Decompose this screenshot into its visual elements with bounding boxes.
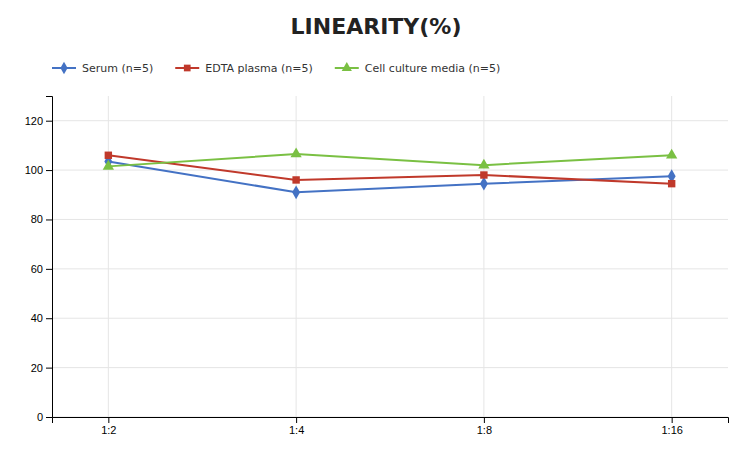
x-tick-mark xyxy=(484,417,485,423)
y-tick: 60 xyxy=(31,263,52,275)
x-grid-line xyxy=(671,96,672,417)
y-grid-line xyxy=(52,120,728,121)
y-tick: 0 xyxy=(37,411,52,423)
y-tick-mark xyxy=(46,219,52,220)
x-axis: 1:2 1:4 1:8 1:16 xyxy=(53,417,729,436)
y-tick-mark xyxy=(46,170,52,171)
plot: 0 20 40 60 80 100 120 1:2 1:4 1:8 1:16 xyxy=(25,96,729,436)
x-tick: 1:4 xyxy=(289,417,304,436)
series-point xyxy=(480,171,487,178)
y-axis-line xyxy=(46,97,53,418)
series-point xyxy=(666,149,677,159)
legend-label: Serum (n=5) xyxy=(82,62,153,75)
y-axis: 0 20 40 60 80 100 120 xyxy=(25,97,53,424)
title: LINEARITY(%) xyxy=(291,14,462,39)
marks xyxy=(103,148,678,200)
y-tick-mark xyxy=(46,417,52,418)
x-tick-mark xyxy=(108,417,109,423)
series xyxy=(104,155,675,200)
legend-item: Cell culture media (n=5) xyxy=(335,62,501,75)
legend-swatch-marker xyxy=(60,62,67,74)
y-grid-line xyxy=(52,367,728,368)
x-axis-line xyxy=(53,418,729,424)
x-tick: 1:2 xyxy=(101,417,116,436)
legend-label: EDTA plasma (n=5) xyxy=(205,62,313,75)
series-point xyxy=(290,148,301,158)
chart: LINEARITY(%) 0 20 40 60 80 100 120 1:2 1:4 1:8 1:16… xyxy=(0,0,752,451)
legend-swatch-marker xyxy=(342,62,352,71)
series-point xyxy=(292,185,300,199)
legend: Serum (n=5) EDTA plasma (n=5) Cell culture… xyxy=(52,62,500,75)
y-tick: 120 xyxy=(25,115,52,127)
y-tick-mark xyxy=(46,318,52,319)
y-tick-mark xyxy=(46,121,52,122)
x-tick-mark xyxy=(672,417,673,423)
x-tick: 1:16 xyxy=(661,417,682,436)
x-grid-line xyxy=(296,96,297,417)
y-tick-label: 20 xyxy=(31,362,43,374)
series-point xyxy=(292,176,299,183)
y-tick: 20 xyxy=(31,362,52,374)
series-point xyxy=(478,159,489,169)
x-tick-mark xyxy=(296,417,297,423)
y-tick: 40 xyxy=(31,312,52,324)
y-grid-line xyxy=(52,219,728,220)
x-grid-line xyxy=(108,96,109,417)
legend-label: Cell culture media (n=5) xyxy=(365,62,501,75)
y-tick-label: 80 xyxy=(31,213,43,225)
series-point xyxy=(480,177,488,191)
series xyxy=(105,152,676,188)
x-tick-label: 1:16 xyxy=(661,424,682,436)
x-tick-label: 1:8 xyxy=(477,424,492,436)
legend-item: Serum (n=5) xyxy=(52,62,153,75)
series-point xyxy=(668,180,675,187)
legend-item: EDTA plasma (n=5) xyxy=(175,62,313,75)
y-tick-label: 40 xyxy=(31,312,43,324)
grid xyxy=(52,96,728,417)
series-line xyxy=(108,154,671,166)
x-tick-label: 1:2 xyxy=(101,424,116,436)
y-tick: 100 xyxy=(25,164,52,176)
x-grid-line xyxy=(483,96,484,417)
y-tick-label: 60 xyxy=(31,263,43,275)
y-tick: 80 xyxy=(31,213,52,225)
x-tick: 1:8 xyxy=(477,417,492,436)
y-tick-label: 0 xyxy=(37,411,43,423)
x-tick-label: 1:4 xyxy=(289,424,304,436)
legend-swatch-marker xyxy=(184,65,191,72)
y-tick-mark xyxy=(46,269,52,270)
y-tick-mark xyxy=(46,368,52,369)
y-tick-label: 100 xyxy=(25,164,43,176)
y-tick-label: 120 xyxy=(25,115,43,127)
y-grid-line xyxy=(52,268,728,269)
series xyxy=(103,148,678,170)
y-grid-line xyxy=(52,318,728,319)
series-point xyxy=(103,160,114,170)
series-point xyxy=(105,152,112,159)
